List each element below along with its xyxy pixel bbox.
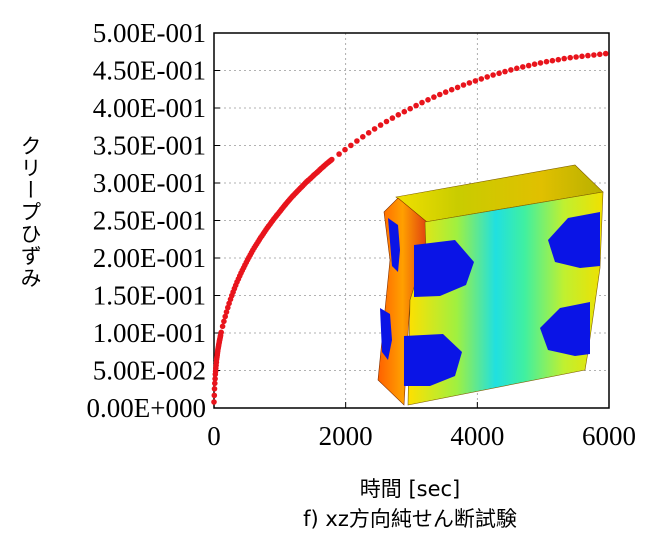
data-point	[454, 84, 461, 91]
y-axis-label: クリープひずみ	[18, 135, 42, 289]
data-point	[514, 65, 520, 72]
data-point	[472, 78, 479, 84]
data-point	[602, 50, 609, 57]
data-point	[383, 118, 390, 125]
data-point	[431, 94, 437, 100]
data-point	[348, 142, 354, 149]
data-point	[597, 51, 603, 58]
data-point	[211, 392, 218, 399]
data-point	[221, 318, 227, 325]
data-point	[502, 68, 508, 75]
y-tick-label: 5.00E-001	[93, 18, 206, 48]
data-point	[585, 52, 591, 59]
data-point	[419, 99, 425, 106]
grid-lines	[214, 33, 609, 408]
front-lower-right-blob	[540, 302, 590, 356]
data-point	[591, 52, 597, 58]
side-upper-blob	[388, 218, 400, 272]
data-point	[365, 130, 372, 136]
data-point	[490, 72, 496, 78]
data-point	[549, 57, 556, 64]
front-lower-left-blob	[404, 334, 462, 386]
data-point	[508, 67, 514, 73]
data-point	[401, 108, 408, 115]
x-tick-label: 4000	[450, 421, 504, 451]
data-point	[395, 112, 402, 118]
data-point	[460, 82, 467, 88]
data-point	[484, 74, 491, 80]
data-point	[225, 304, 231, 311]
data-point	[437, 91, 443, 98]
data-point	[543, 58, 550, 65]
side-lower-blob	[380, 308, 392, 360]
data-point	[377, 122, 384, 128]
data-point	[555, 56, 562, 63]
data-point	[211, 386, 218, 392]
data-point	[342, 146, 348, 153]
y-tick-label: 2.00E-001	[93, 243, 206, 273]
data-point	[389, 115, 396, 121]
y-tick-label: 2.50E-001	[93, 206, 206, 236]
data-point	[354, 138, 360, 144]
data-point	[222, 313, 228, 320]
data-point	[360, 134, 366, 140]
x-tick-label: 6000	[582, 421, 636, 451]
data-point	[407, 105, 414, 112]
y-tick-label: 5.00E-002	[93, 356, 206, 386]
data-point	[329, 156, 335, 163]
y-tick-label: 3.00E-001	[93, 168, 206, 198]
data-point	[567, 54, 573, 61]
figure-caption: f) xz方向純せん断試験	[303, 507, 517, 531]
y-tick-label: 1.00E-001	[93, 318, 206, 348]
y-tick-label: 4.50E-001	[93, 56, 206, 86]
data-point	[573, 54, 579, 60]
y-axis-ticks: 0.00E+000 5.00E-002 1.00E-001 1.50E-001 2.00…	[87, 18, 220, 423]
data-point	[219, 323, 226, 330]
y-tick-label: 4.00E-001	[93, 93, 206, 123]
data-point	[442, 89, 449, 95]
y-tick-label: 0.00E+000	[87, 393, 206, 423]
data-point	[496, 70, 502, 77]
data-point	[478, 76, 485, 82]
data-point	[371, 126, 378, 132]
data-point	[223, 309, 230, 315]
data-point	[211, 399, 217, 405]
x-axis-label: 時間 [sec]	[360, 477, 460, 501]
front-upper-left-blob	[414, 240, 474, 297]
data-point	[561, 55, 567, 62]
data-point	[448, 86, 455, 93]
x-axis-ticks: 0 2000 4000 6000	[207, 402, 636, 451]
y-tick-label: 3.50E-001	[93, 131, 206, 161]
y-tick-label: 1.50E-001	[93, 281, 206, 311]
data-point	[425, 97, 431, 103]
data-point	[212, 376, 218, 382]
data-point	[537, 60, 544, 66]
data-point	[531, 61, 538, 67]
data-point	[336, 151, 342, 157]
x-tick-label: 2000	[319, 421, 373, 451]
data-point	[413, 102, 419, 109]
data-point	[579, 53, 585, 60]
data-point	[520, 64, 526, 70]
front-upper-right-blob	[548, 212, 600, 268]
data-point	[466, 80, 473, 86]
specimen-3d-inset	[377, 164, 604, 406]
data-point	[212, 380, 218, 387]
data-point	[218, 329, 224, 336]
data-point	[525, 62, 532, 69]
data-points	[211, 50, 609, 405]
x-tick-label: 0	[207, 421, 221, 451]
